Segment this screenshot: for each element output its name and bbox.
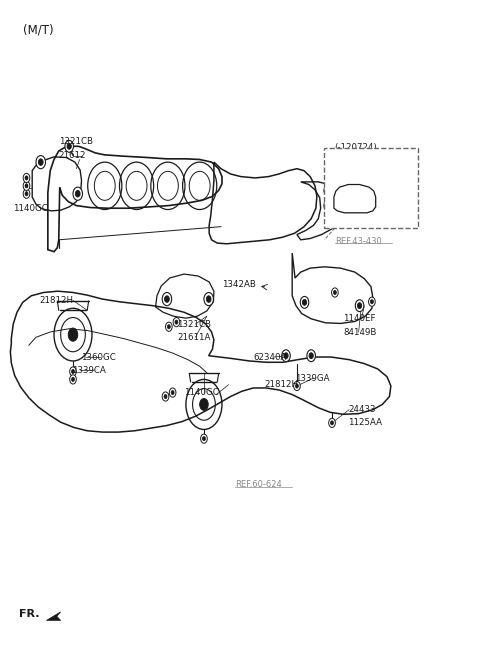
Circle shape	[324, 185, 333, 197]
Circle shape	[168, 325, 170, 329]
Circle shape	[23, 181, 30, 191]
Text: 84149B: 84149B	[343, 327, 377, 337]
Circle shape	[38, 159, 43, 165]
Text: 21812H: 21812H	[40, 296, 74, 305]
Text: 1339CA: 1339CA	[72, 366, 105, 374]
Circle shape	[206, 295, 211, 302]
Circle shape	[309, 353, 313, 359]
Circle shape	[162, 293, 172, 305]
Circle shape	[201, 434, 207, 444]
Circle shape	[302, 299, 307, 305]
Circle shape	[67, 143, 72, 149]
Circle shape	[70, 374, 76, 384]
Circle shape	[331, 421, 334, 425]
Text: (-120724): (-120724)	[334, 143, 377, 152]
Circle shape	[23, 173, 30, 183]
Circle shape	[348, 190, 354, 198]
Circle shape	[307, 350, 315, 362]
Circle shape	[200, 398, 208, 410]
Circle shape	[73, 187, 83, 201]
Text: 1321CB: 1321CB	[178, 319, 211, 329]
Circle shape	[332, 288, 338, 297]
Circle shape	[324, 200, 333, 212]
Text: REF.43-430: REF.43-430	[335, 236, 382, 246]
Text: 1140EF: 1140EF	[343, 314, 376, 323]
Circle shape	[75, 191, 80, 197]
Circle shape	[369, 297, 375, 306]
Text: 24433: 24433	[348, 405, 376, 414]
Circle shape	[300, 296, 309, 308]
Circle shape	[295, 384, 299, 388]
Text: REF.60-624: REF.60-624	[235, 480, 282, 489]
Circle shape	[171, 390, 174, 394]
Circle shape	[294, 381, 300, 390]
Text: 62340A: 62340A	[253, 353, 287, 361]
FancyBboxPatch shape	[324, 147, 419, 228]
Circle shape	[25, 192, 28, 196]
Text: 21612: 21612	[59, 151, 86, 160]
Circle shape	[169, 388, 176, 397]
Text: (M/T): (M/T)	[23, 24, 53, 37]
Circle shape	[284, 353, 288, 359]
Circle shape	[23, 189, 30, 199]
Circle shape	[173, 317, 180, 327]
Text: 1140GC: 1140GC	[13, 204, 48, 212]
Text: 1360GC: 1360GC	[81, 353, 116, 361]
Text: 1342AB: 1342AB	[222, 280, 256, 289]
Circle shape	[326, 187, 330, 193]
Circle shape	[36, 155, 46, 169]
Polygon shape	[47, 612, 60, 620]
Circle shape	[25, 184, 28, 188]
Text: 21611A: 21611A	[178, 333, 211, 342]
Circle shape	[334, 290, 336, 295]
Text: 1140GC: 1140GC	[184, 388, 219, 397]
Text: 21813A: 21813A	[340, 156, 373, 165]
Text: 1321CB: 1321CB	[59, 137, 93, 145]
Circle shape	[329, 418, 336, 428]
Circle shape	[175, 320, 178, 324]
Circle shape	[68, 328, 78, 341]
Circle shape	[162, 392, 169, 401]
Circle shape	[164, 394, 167, 398]
Text: FR.: FR.	[19, 609, 40, 619]
Text: 21812H: 21812H	[264, 380, 299, 389]
Circle shape	[282, 350, 290, 362]
Circle shape	[72, 369, 74, 374]
Circle shape	[371, 299, 373, 304]
Circle shape	[358, 303, 362, 309]
Circle shape	[72, 377, 74, 382]
Circle shape	[25, 176, 28, 180]
Circle shape	[355, 299, 364, 311]
Circle shape	[166, 322, 172, 331]
Circle shape	[65, 140, 73, 152]
Circle shape	[204, 293, 214, 305]
Circle shape	[203, 437, 205, 441]
Circle shape	[326, 203, 330, 208]
Text: 1339GA: 1339GA	[295, 374, 329, 382]
Circle shape	[165, 295, 169, 302]
Text: 1125AA: 1125AA	[348, 418, 382, 428]
Circle shape	[70, 367, 76, 376]
Circle shape	[350, 192, 352, 195]
